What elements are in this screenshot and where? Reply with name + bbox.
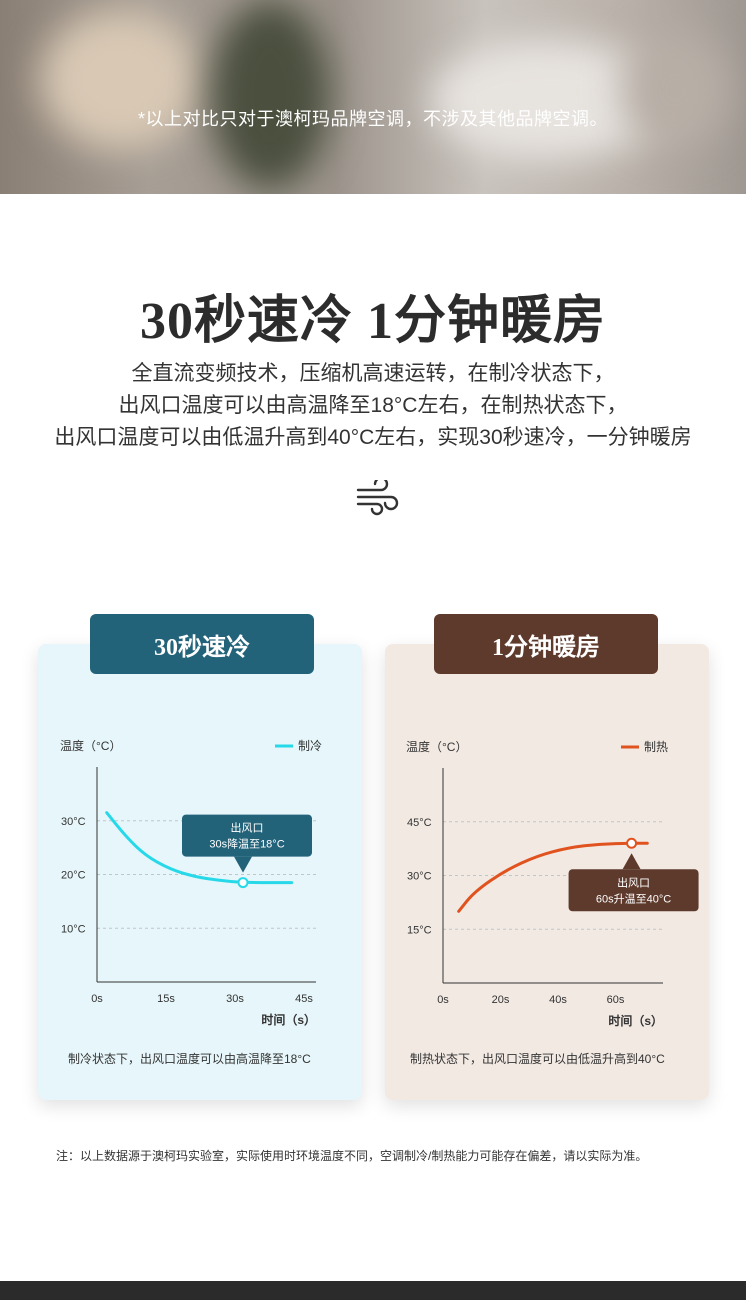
legend-label: 制冷 bbox=[298, 739, 322, 753]
bottom-bar bbox=[0, 1281, 746, 1300]
description-line: 出风口温度可以由高温降至18°C左右，在制热状态下， bbox=[118, 394, 628, 417]
page-headline: 30秒速冷 1分钟暖房 bbox=[139, 293, 606, 350]
x-axis-label: 时间（s） bbox=[261, 1012, 316, 1027]
description-line: 出风口温度可以由低温升高到40°C左右，实现30秒速冷，一分钟暖房 bbox=[54, 426, 692, 449]
annotation-line: 出风口 bbox=[231, 821, 264, 835]
banner-blur-shape bbox=[40, 10, 200, 150]
y-tick-label: 20°C bbox=[61, 870, 86, 882]
annotation-box bbox=[182, 814, 312, 857]
annotation-box bbox=[568, 869, 699, 912]
legend-label: 制热 bbox=[644, 740, 668, 754]
y-tick-label: 15°C bbox=[407, 924, 432, 936]
x-tick-label: 30s bbox=[226, 993, 244, 1005]
cooling-caption: 制冷状态下，出风口温度可以由高温降至18°C bbox=[68, 1052, 311, 1066]
description: 全直流变频技术，压缩机高速运转，在制冷状态下， 出风口温度可以由高温降至18°C… bbox=[0, 358, 746, 454]
series-line bbox=[105, 811, 294, 885]
data-point-marker bbox=[626, 837, 638, 849]
x-tick-label: 40s bbox=[549, 994, 567, 1006]
data-point-marker bbox=[237, 877, 249, 889]
banner-blur-shape bbox=[620, 30, 730, 150]
heating-card-title: 1分钟暖房 bbox=[434, 614, 658, 674]
x-tick-label: 60s bbox=[607, 994, 625, 1006]
y-tick-label: 30°C bbox=[61, 816, 86, 828]
x-axis-label: 时间（s） bbox=[608, 1013, 663, 1028]
y-axis-label: 温度（°C） bbox=[60, 738, 121, 753]
cooling-chart: 温度（°C） 制冷 10°C 20°C 30°C 0s 15s 30s 45s 时间（s） 出风口 3… bbox=[60, 738, 322, 1027]
y-axis-label: 温度（°C） bbox=[406, 739, 467, 754]
heating-caption: 制热状态下，出风口温度可以由低温升高到40°C bbox=[410, 1052, 665, 1066]
heating-chart: 温度（°C） 制热 15°C 30°C 45°C 0s 20s 40s 60s 时间（s） 出风口 6… bbox=[406, 739, 699, 1028]
x-tick-label: 0s bbox=[91, 993, 103, 1005]
annotation-line: 60s升温至40°C bbox=[596, 892, 671, 905]
description-line: 全直流变频技术，压缩机高速运转，在制冷状态下， bbox=[131, 362, 615, 385]
x-tick-label: 15s bbox=[157, 993, 175, 1005]
banner-note: *以上对比只对于澳柯玛品牌空调，不涉及其他品牌空调。 bbox=[137, 109, 608, 129]
y-tick-label: 10°C bbox=[61, 923, 86, 935]
footnote: 注：以上数据源于澳柯玛实验室，实际使用时环境温度不同，空调制冷/制热能力可能存在… bbox=[56, 1149, 648, 1163]
annotation-pointer bbox=[234, 856, 252, 873]
hero-banner: *以上对比只对于澳柯玛品牌空调，不涉及其他品牌空调。 bbox=[0, 0, 746, 194]
annotation-pointer bbox=[622, 853, 641, 870]
cooling-card bbox=[38, 644, 362, 1100]
annotation-line: 30s降温至18°C bbox=[209, 837, 284, 851]
y-tick-label: 30°C bbox=[407, 871, 432, 883]
y-tick-label: 45°C bbox=[407, 817, 432, 829]
wind-icon bbox=[356, 480, 399, 516]
banner-blur-shape bbox=[210, 0, 330, 190]
cooling-card-title: 30秒速冷 bbox=[90, 614, 314, 674]
x-tick-label: 45s bbox=[295, 993, 313, 1005]
annotation-line: 出风口 bbox=[617, 875, 650, 889]
x-tick-label: 20s bbox=[492, 994, 510, 1006]
x-tick-label: 0s bbox=[437, 994, 449, 1006]
